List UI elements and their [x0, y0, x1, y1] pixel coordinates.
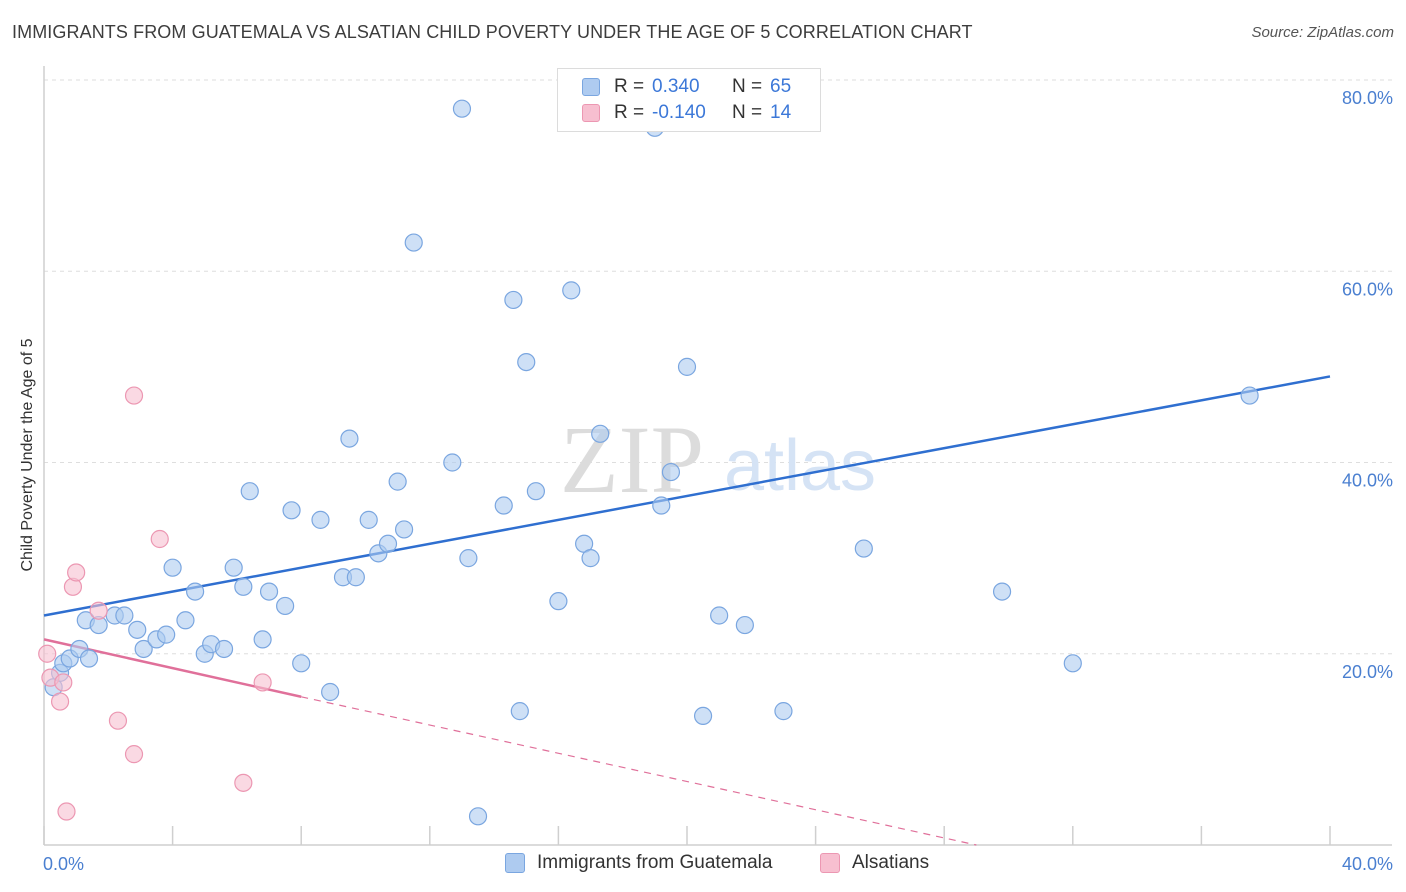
series-legend-alsatians: Alsatians: [820, 852, 929, 874]
legend-row-guatemala: R = 0.340 N = 65: [582, 75, 791, 99]
point-guatemala: [1240, 386, 1259, 405]
point-guatemala: [259, 582, 279, 601]
point-guatemala: [346, 568, 365, 587]
point-alsatian: [108, 711, 128, 730]
series-legend-guatemala: Immigrants from Guatemala: [505, 852, 772, 874]
point-guatemala: [443, 453, 462, 472]
point-guatemala: [581, 549, 600, 568]
x-tick-labels: 0.0% 40.0%: [43, 854, 1393, 874]
point-guatemala: [321, 682, 340, 702]
axes: [43, 66, 1392, 846]
x-tick-label: 40.0%: [1342, 854, 1393, 874]
n-value: 65: [770, 76, 792, 97]
r-value: 0.340: [652, 76, 700, 97]
point-alsatian: [89, 601, 108, 620]
point-alsatian: [253, 673, 272, 692]
grid-lines: [44, 79, 1392, 655]
point-guatemala: [677, 357, 697, 376]
n-value: 14: [770, 102, 792, 123]
point-guatemala: [652, 496, 671, 515]
point-guatemala: [549, 592, 568, 611]
legend-swatch-blue: [582, 78, 600, 96]
point-guatemala: [311, 510, 330, 529]
point-guatemala: [253, 630, 272, 649]
point-guatemala: [459, 549, 478, 568]
point-guatemala: [494, 496, 513, 515]
point-guatemala: [240, 482, 259, 501]
series-swatch-blue: [505, 853, 525, 873]
point-guatemala: [134, 639, 153, 659]
point-guatemala: [282, 501, 301, 520]
point-guatemala: [992, 582, 1012, 601]
point-alsatian: [150, 529, 169, 549]
r-value: -0.140: [652, 102, 706, 123]
point-guatemala: [224, 558, 243, 577]
point-guatemala: [504, 290, 523, 310]
point-guatemala: [468, 807, 488, 826]
point-guatemala: [510, 702, 529, 721]
point-guatemala: [176, 611, 195, 630]
n-label: N =: [732, 102, 763, 123]
x-tick-label: 0.0%: [43, 854, 84, 874]
point-guatemala: [1063, 654, 1082, 673]
point-alsatian: [124, 745, 144, 764]
point-guatemala: [394, 520, 414, 539]
point-guatemala: [234, 577, 253, 596]
point-guatemala: [292, 654, 311, 673]
y-tick-label: 80.0%: [1342, 88, 1393, 108]
point-guatemala: [562, 281, 581, 300]
watermark-zip: ZIP: [560, 406, 704, 513]
trend-line-guatemala: [43, 375, 1331, 617]
series-swatch-pink: [820, 853, 840, 873]
y-tick-label: 20.0%: [1342, 662, 1393, 682]
point-alsatian: [57, 802, 76, 821]
point-guatemala: [186, 582, 205, 601]
point-guatemala: [214, 639, 234, 659]
point-guatemala: [388, 472, 407, 491]
chart-title: IMMIGRANTS FROM GUATEMALA VS ALSATIAN CH…: [12, 22, 973, 42]
point-guatemala: [79, 649, 99, 668]
point-alsatian: [67, 563, 86, 582]
watermark: ZIP atlas: [560, 406, 876, 513]
point-guatemala: [276, 596, 295, 616]
point-alsatian: [50, 692, 70, 711]
y-tick-label: 40.0%: [1342, 471, 1393, 491]
point-guatemala: [157, 625, 176, 644]
point-alsatian: [38, 644, 57, 663]
point-alsatian: [124, 386, 144, 405]
series-name-guatemala: Immigrants from Guatemala: [537, 852, 773, 873]
trend-line-alsatians-extrapolated: [301, 696, 977, 846]
y-tick-labels: 20.0% 40.0% 60.0% 80.0%: [1342, 88, 1393, 682]
y-tick-label: 60.0%: [1342, 279, 1393, 299]
point-guatemala: [378, 534, 398, 553]
point-guatemala: [710, 606, 729, 625]
point-guatemala: [128, 620, 147, 639]
r-label: R =: [614, 76, 645, 97]
series-name-alsatians: Alsatians: [852, 852, 930, 873]
legend-swatch-pink: [582, 104, 600, 122]
legend-row-alsatians: R = -0.140 N = 14: [582, 101, 791, 125]
point-guatemala: [693, 706, 713, 726]
point-guatemala: [404, 233, 423, 252]
point-guatemala: [517, 352, 536, 372]
point-alsatian: [54, 673, 73, 692]
point-guatemala: [526, 482, 545, 501]
n-label: N =: [732, 76, 763, 97]
point-guatemala: [854, 539, 873, 558]
point-guatemala: [163, 558, 182, 577]
point-guatemala: [452, 99, 472, 118]
source-label: Source: ZipAtlas.com: [1251, 24, 1394, 41]
point-guatemala: [340, 429, 359, 448]
data-points: [38, 99, 1259, 826]
point-guatemala: [735, 615, 754, 635]
stats-legend: R = 0.340 N = 65 R = -0.140 N = 14: [557, 68, 821, 132]
point-guatemala: [115, 606, 134, 625]
point-alsatian: [234, 773, 253, 792]
point-guatemala: [591, 424, 610, 443]
r-label: R =: [614, 102, 645, 123]
point-guatemala: [774, 702, 793, 721]
point-guatemala: [359, 510, 378, 529]
point-guatemala: [661, 462, 681, 482]
